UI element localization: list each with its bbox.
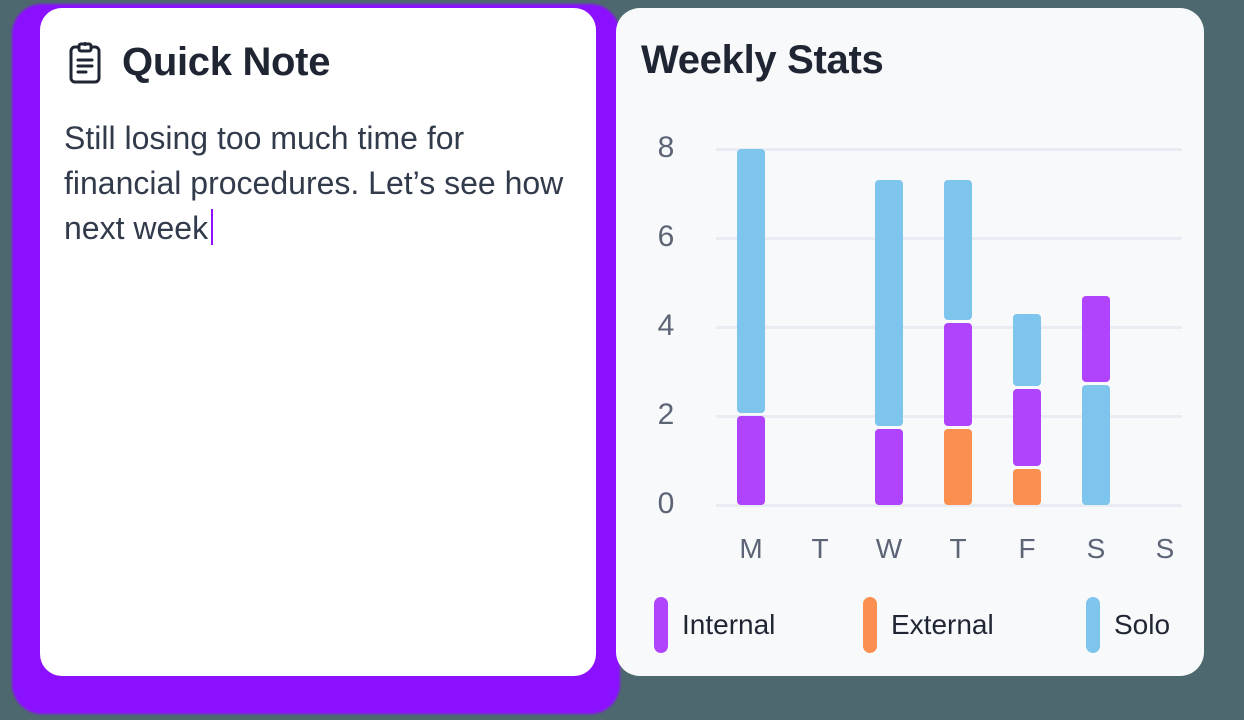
legend-swatch xyxy=(654,597,668,653)
x-axis-tick-label: W xyxy=(875,533,903,564)
y-axis-tick-label: 4 xyxy=(657,309,675,342)
y-axis-tick-label: 0 xyxy=(657,487,675,520)
legend-label: Solo xyxy=(1114,609,1171,640)
note-header: Quick Note xyxy=(68,40,330,85)
x-axis-tick-label: S xyxy=(1086,533,1106,564)
x-axis-tick-label: F xyxy=(1018,533,1036,564)
chart-legend: Internal External Solo xyxy=(654,596,1174,654)
bar-segment-internal[interactable] xyxy=(1013,389,1041,467)
quick-note-card: Quick Note Still losing too much time fo… xyxy=(40,8,596,676)
bar-segment-internal[interactable] xyxy=(737,416,765,505)
x-axis-tick-label: M xyxy=(739,533,763,564)
y-axis-tick-label: 2 xyxy=(657,398,675,431)
text-caret xyxy=(211,209,214,245)
x-axis-tick-label: T xyxy=(949,533,967,564)
gridline xyxy=(716,504,1182,507)
legend-item-solo[interactable]: Solo xyxy=(1086,596,1170,654)
note-title: Quick Note xyxy=(122,40,331,84)
bar-segment-solo[interactable] xyxy=(1013,313,1041,387)
x-axis-tick-label: T xyxy=(811,533,829,564)
bar-segment-external[interactable] xyxy=(1013,469,1041,505)
stats-title: Weekly Stats xyxy=(641,38,884,82)
y-axis-tick-label: 8 xyxy=(657,131,675,164)
bar-segment-internal[interactable] xyxy=(1082,295,1110,382)
bar-segment-solo[interactable] xyxy=(737,149,765,413)
legend-swatch xyxy=(1086,597,1100,653)
gridline xyxy=(716,148,1182,151)
note-text: Still losing too much time for financial… xyxy=(64,120,564,246)
legend-item-internal[interactable]: Internal xyxy=(654,596,775,654)
clipboard-icon xyxy=(69,41,101,83)
stacked-bar-chart: 0 2 4 6 8 M T W T F S S xyxy=(616,8,1204,676)
legend-label: Internal xyxy=(682,609,776,640)
bar-segment-internal[interactable] xyxy=(875,429,903,505)
legend-label: External xyxy=(891,609,994,640)
bar-segment-external[interactable] xyxy=(944,429,972,505)
bar-segment-internal[interactable] xyxy=(944,322,972,427)
legend-item-external[interactable]: External xyxy=(863,596,994,654)
bar-segment-solo[interactable] xyxy=(875,180,903,427)
bar-segment-solo[interactable] xyxy=(1082,384,1110,505)
bar-segment-solo[interactable] xyxy=(944,180,972,320)
legend-swatch xyxy=(863,597,877,653)
y-axis-tick-label: 6 xyxy=(657,220,675,253)
note-text-area[interactable]: Still losing too much time for financial… xyxy=(64,116,564,251)
x-axis-tick-label: S xyxy=(1155,533,1175,564)
weekly-stats-card: Weekly Stats 0 2 4 6 8 M T W T F S S Internal Extern… xyxy=(616,8,1204,676)
